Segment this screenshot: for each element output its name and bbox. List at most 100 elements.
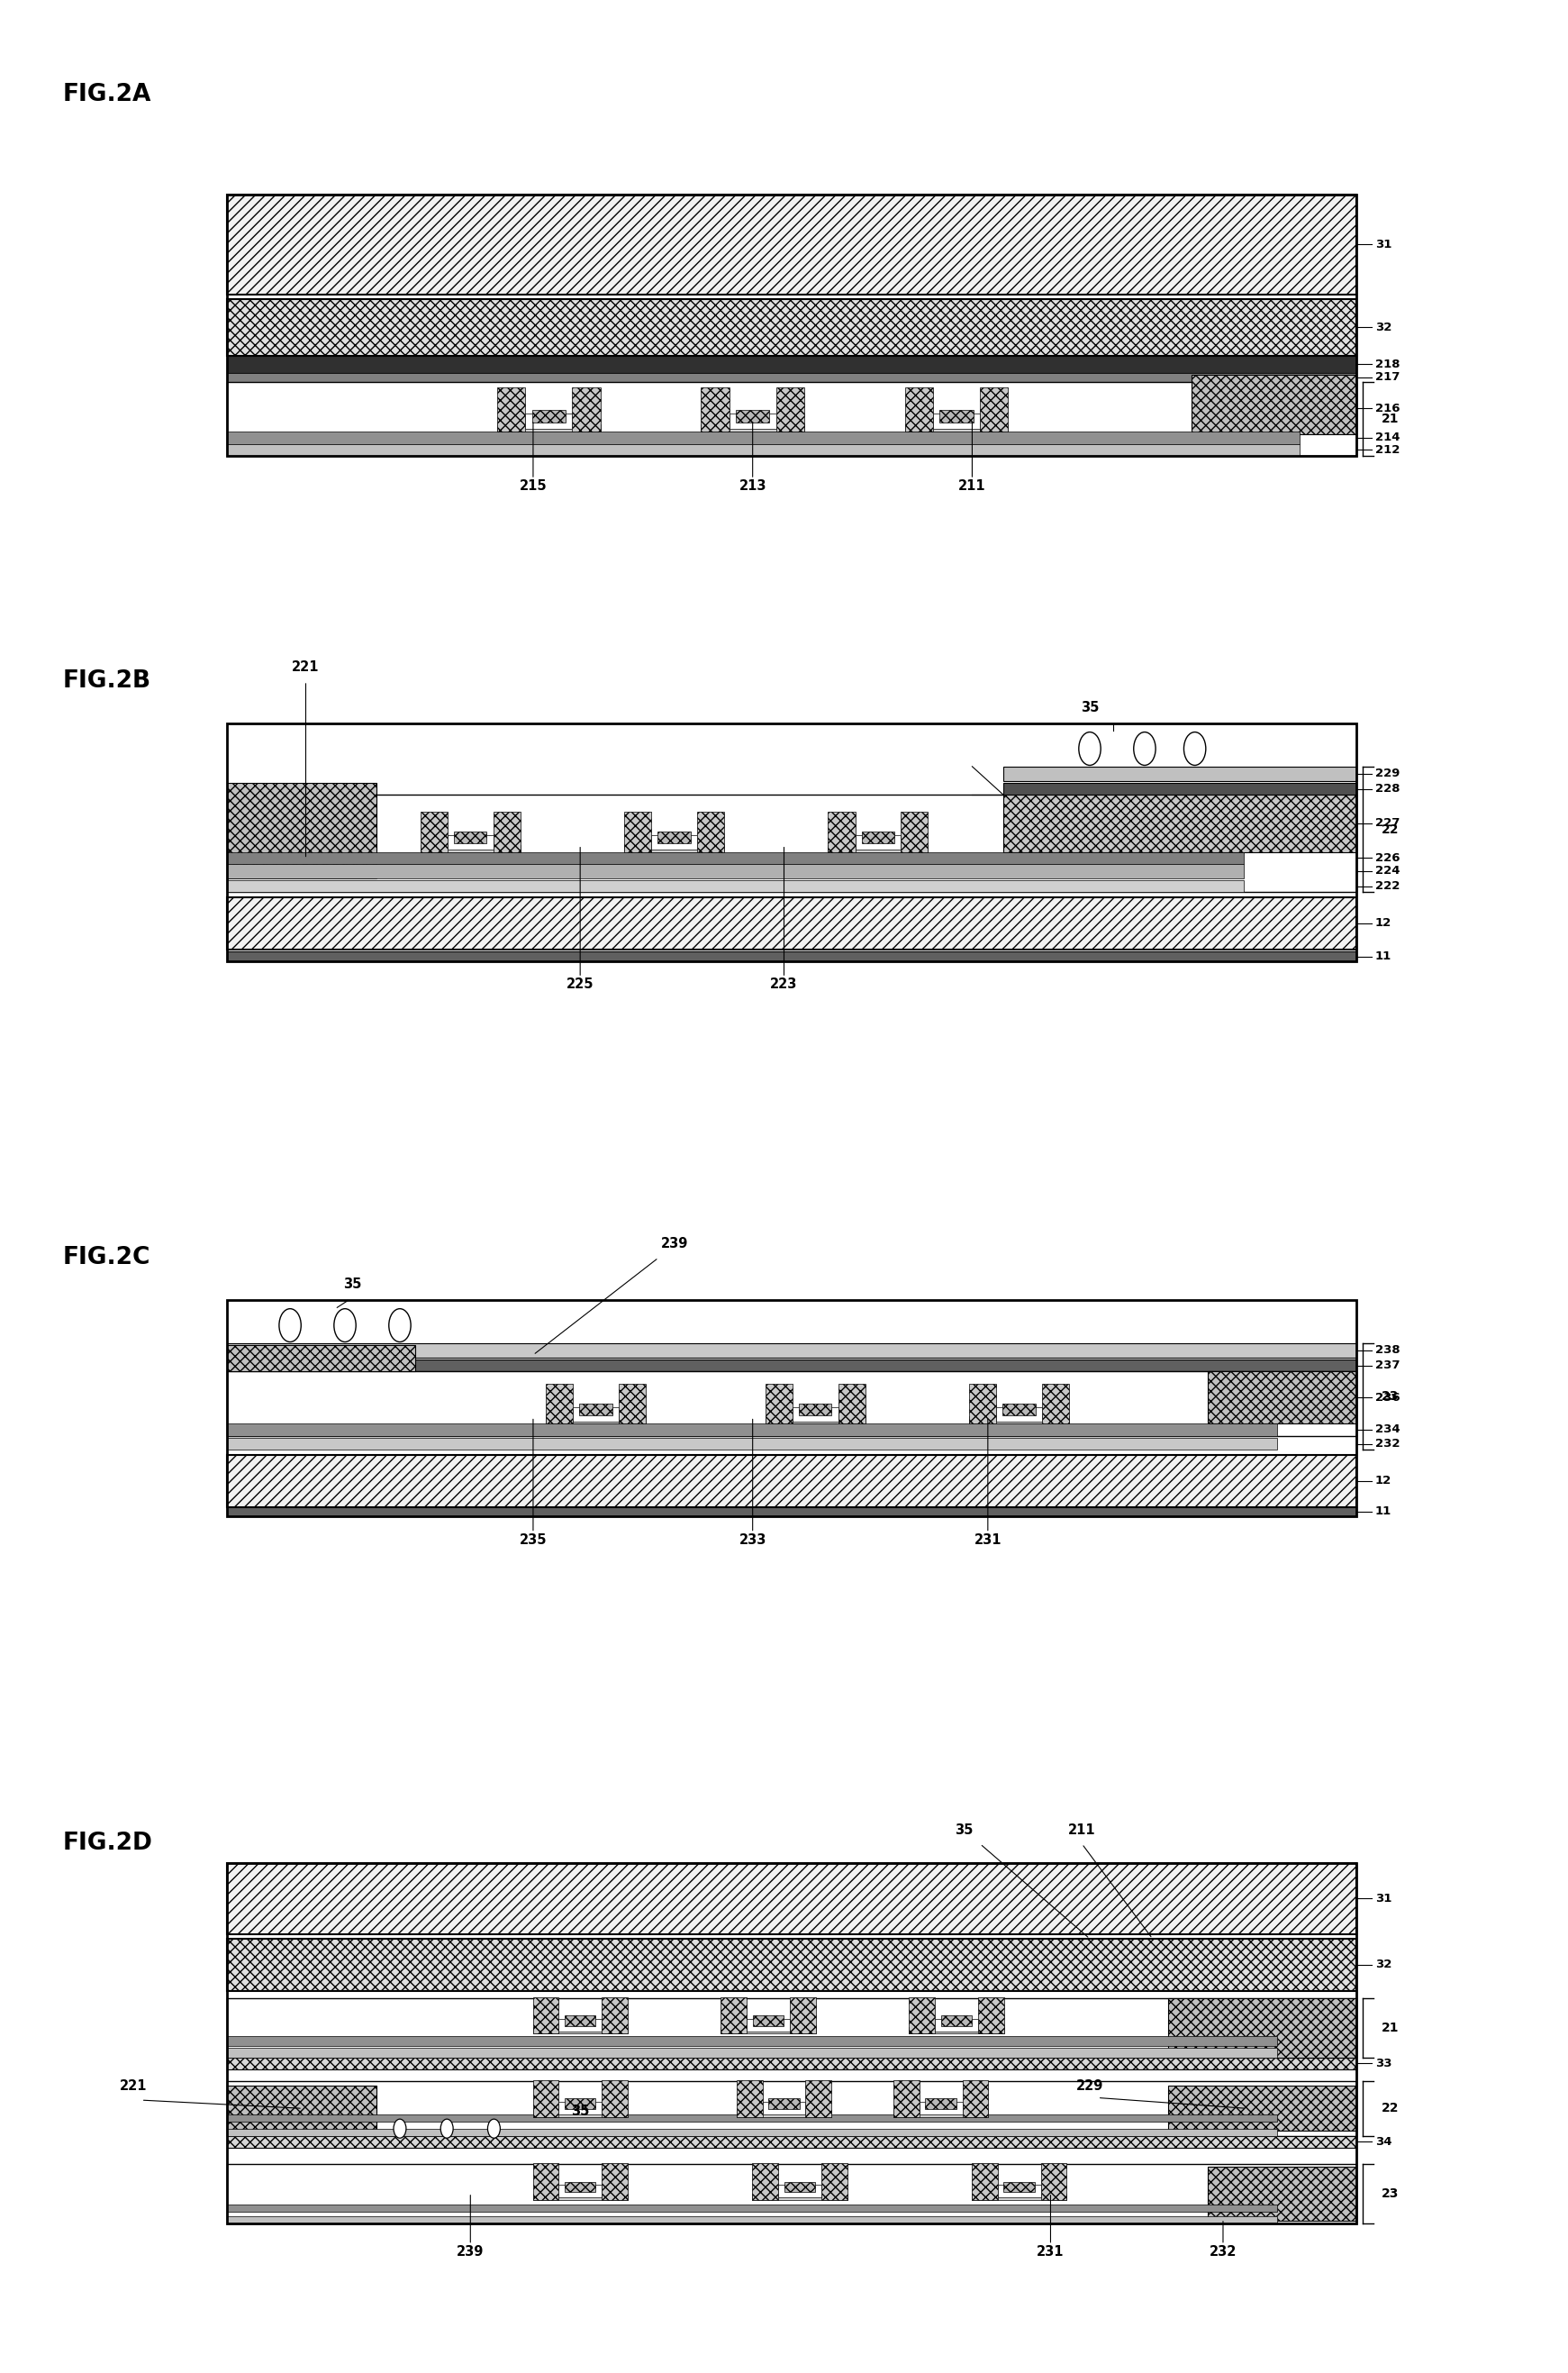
Bar (806, 2081, 831, 2117)
Bar (227, 432, 1300, 444)
Bar (828, 812, 856, 852)
Bar (997, 2186, 1041, 2197)
Bar (227, 880, 1243, 892)
Bar (227, 1300, 1356, 1516)
Bar (227, 2136, 1356, 2148)
Text: 21: 21 (1381, 413, 1399, 425)
Circle shape (488, 2119, 500, 2138)
Bar (227, 2164, 1356, 2224)
Text: 11: 11 (1375, 1507, 1391, 1516)
Bar (227, 952, 1356, 961)
Bar (969, 1417, 1069, 1424)
Bar (776, 387, 804, 432)
Bar (227, 382, 1356, 456)
Bar (533, 2193, 627, 2200)
Circle shape (441, 2119, 453, 2138)
Text: 35: 35 (1080, 700, 1099, 714)
Bar (1041, 2164, 1066, 2200)
Text: 233: 233 (739, 1533, 767, 1547)
Text: 31: 31 (1375, 240, 1392, 249)
Bar (227, 2081, 1356, 2136)
Bar (652, 835, 696, 850)
Bar (1192, 375, 1356, 434)
Text: 234: 234 (1375, 1424, 1400, 1436)
Text: 12: 12 (1375, 1476, 1391, 1485)
Text: 238: 238 (1375, 1345, 1400, 1355)
Text: 32: 32 (1375, 323, 1392, 332)
Bar (762, 2102, 806, 2114)
Bar (1004, 783, 1356, 795)
Text: 215: 215 (519, 479, 547, 494)
Bar (941, 2015, 972, 2027)
Text: 23: 23 (1381, 1391, 1399, 1402)
Bar (448, 835, 492, 850)
Text: FIG.2D: FIG.2D (63, 1832, 152, 1856)
Bar (564, 2015, 596, 2027)
Bar (624, 812, 652, 852)
Text: 11: 11 (1375, 952, 1391, 961)
Bar (227, 1360, 1356, 1372)
Text: 32: 32 (1375, 1960, 1392, 1970)
Bar (721, 1998, 746, 2034)
Text: 228: 228 (1375, 783, 1400, 795)
Circle shape (279, 1308, 301, 1343)
Bar (1041, 1383, 1069, 1424)
Bar (735, 411, 770, 422)
Bar (574, 1407, 618, 1421)
Bar (227, 1998, 1356, 2057)
Bar (227, 1455, 1356, 1507)
Bar (1168, 2086, 1356, 2131)
Text: 229: 229 (1375, 769, 1400, 778)
Bar (533, 2110, 627, 2117)
Bar (227, 1863, 1356, 1934)
Text: 217: 217 (1375, 373, 1400, 382)
Bar (624, 845, 724, 852)
Bar (1207, 2167, 1356, 2221)
Bar (909, 2027, 1004, 2034)
Text: 237: 237 (1375, 1360, 1400, 1372)
Bar (558, 2102, 602, 2114)
Bar (618, 1383, 646, 1424)
Bar (737, 2081, 762, 2117)
Text: 226: 226 (1375, 852, 1400, 864)
Bar (909, 1998, 935, 2034)
Bar (420, 812, 448, 852)
Bar (602, 1998, 627, 2034)
Bar (227, 2205, 1278, 2212)
Bar (753, 2193, 847, 2200)
Circle shape (1134, 731, 1156, 764)
Text: 33: 33 (1375, 2057, 1392, 2069)
Text: 211: 211 (1068, 1822, 1096, 1837)
Bar (227, 444, 1300, 456)
Bar (558, 2019, 602, 2031)
Text: 236: 236 (1375, 1393, 1400, 1402)
Text: 212: 212 (1375, 444, 1400, 456)
Bar (972, 2164, 997, 2200)
Bar (778, 2186, 822, 2197)
Bar (822, 2164, 847, 2200)
Bar (227, 2216, 1278, 2224)
Bar (533, 2027, 627, 2034)
Bar (753, 2164, 778, 2200)
Bar (969, 1383, 997, 1424)
Bar (1004, 766, 1356, 781)
Bar (227, 1438, 1278, 1450)
Bar (894, 2081, 919, 2117)
Bar (765, 1417, 866, 1424)
Bar (532, 411, 566, 422)
Bar (227, 852, 1243, 864)
Bar (1207, 1372, 1356, 1424)
Bar (721, 2027, 815, 2034)
Text: 222: 222 (1375, 880, 1400, 892)
Text: 35: 35 (955, 1822, 974, 1837)
Text: 211: 211 (958, 479, 986, 494)
Bar (227, 373, 1356, 382)
Text: 218: 218 (1375, 358, 1400, 370)
Bar (572, 387, 601, 432)
Bar (227, 897, 1356, 949)
Circle shape (334, 1308, 356, 1343)
Text: 231: 231 (1036, 2245, 1065, 2259)
Bar (905, 425, 1008, 432)
Bar (546, 1417, 646, 1424)
Bar (227, 783, 376, 878)
